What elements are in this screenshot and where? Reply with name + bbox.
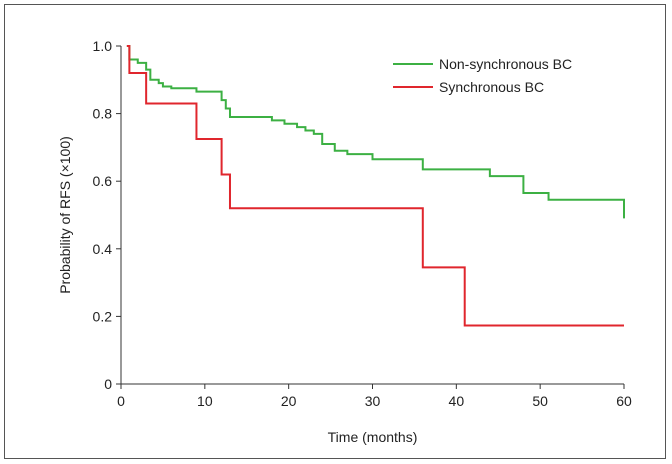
y-tick-label: 0.6 [93,173,113,189]
y-tick-label: 0.2 [93,308,113,324]
x-tick-label: 50 [532,393,548,409]
x-tick-label: 40 [449,393,465,409]
y-tick-label: 0.8 [93,106,113,122]
legend-label: Non-synchronous BC [439,56,572,72]
axes [120,46,624,385]
y-tick-label: 0 [104,376,112,392]
series-layer [126,45,625,327]
series-line-synchronous-bc [126,45,624,327]
ticks: 0 10 20 30 40 50 60 0 0.2 0.4 0.6 0.8 1.0 [93,38,632,409]
x-tick-label: 10 [197,393,213,409]
x-tick-label: 30 [365,393,381,409]
chart-frame [4,4,666,459]
y-tick-label: 0.4 [93,241,113,257]
y-axis-title: Probability of RFS (×100) [57,136,73,294]
x-tick-label: 20 [281,393,297,409]
x-axis-title: Time (months) [328,429,418,445]
legend: Non-synchronous BC Synchronous BC [393,56,572,95]
y-tick-label: 1.0 [93,38,113,54]
series-line-non-synchronous-bc [126,45,625,219]
x-tick-label: 0 [117,393,125,409]
x-tick-label: 60 [616,393,632,409]
legend-label: Synchronous BC [439,79,544,95]
